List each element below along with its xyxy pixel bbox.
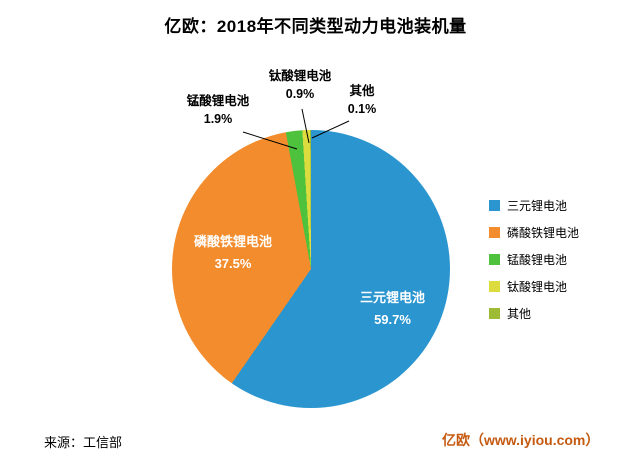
slice-label-ternary: 三元锂电池 59.7% (320, 287, 465, 331)
callout-lmo: 锰酸锂电池 1.9% (170, 92, 266, 128)
callout-other: 其他 0.1% (330, 82, 394, 118)
slice-label-lfp-name: 磷酸铁锂电池 (193, 234, 272, 249)
slice-label-ternary-value: 59.7% (374, 312, 411, 327)
legend-item-other: 其他 (489, 300, 579, 327)
legend-label: 三元锂电池 (507, 199, 568, 213)
legend-item-ternary: 三元锂电池 (489, 192, 579, 219)
legend-label: 其他 (507, 307, 532, 321)
legend-swatch-icon (489, 200, 500, 211)
slice-label-ternary-name: 三元锂电池 (359, 290, 425, 305)
source-text: 来源：工信部 (44, 435, 123, 450)
legend-swatch-icon (489, 308, 500, 319)
legend-swatch-icon (489, 254, 500, 265)
slice-label-lfp: 磷酸铁锂电池 37.5% (160, 231, 306, 275)
legend-swatch-icon (489, 281, 500, 292)
callout-lto-value: 0.9% (285, 87, 315, 101)
callout-other-label: 其他 (349, 84, 375, 98)
callout-other-value: 0.1% (347, 102, 377, 116)
callout-lmo-value: 1.9% (203, 112, 233, 126)
legend: 三元锂电池 磷酸铁锂电池 锰酸锂电池 钛酸锂电池 其他 (489, 192, 579, 327)
pie-chart (172, 130, 450, 408)
legend-label: 钛酸锂电池 (507, 280, 568, 294)
legend-item-lmo: 锰酸锂电池 (489, 246, 579, 273)
slice-label-lfp-value: 37.5% (214, 256, 252, 271)
callout-lto-label: 钛酸锂电池 (268, 69, 332, 83)
legend-item-lfp: 磷酸铁锂电池 (489, 219, 579, 246)
legend-swatch-icon (489, 227, 500, 238)
chart-title: 亿欧：2018年不同类型动力电池装机量 (164, 17, 467, 36)
callout-lto: 钛酸锂电池 0.9% (252, 67, 348, 103)
callout-lmo-label: 锰酸锂电池 (186, 94, 250, 108)
legend-label: 锰酸锂电池 (507, 253, 568, 267)
legend-item-lto: 钛酸锂电池 (489, 273, 579, 300)
brand-text: 亿欧（www.iyiou.com） (442, 432, 600, 448)
legend-label: 磷酸铁锂电池 (507, 226, 580, 240)
